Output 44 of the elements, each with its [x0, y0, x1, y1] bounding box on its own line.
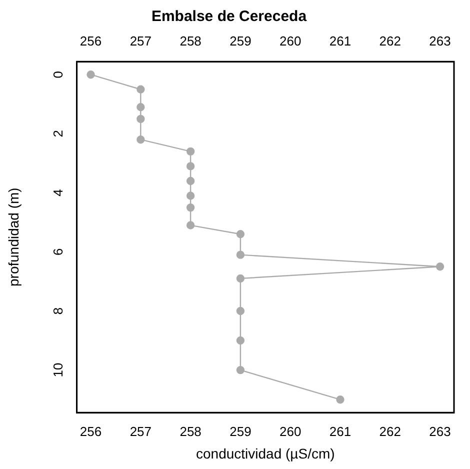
- point: [136, 114, 145, 124]
- x-tick-label: 257: [130, 424, 152, 439]
- x-tick-label: 263: [429, 424, 451, 439]
- x2-tick-label: 258: [180, 33, 202, 48]
- point: [236, 250, 245, 259]
- x-tick-label: 261: [329, 424, 352, 439]
- point: [186, 176, 195, 186]
- y-tick-label: 6: [50, 248, 66, 256]
- x2-tick-label: 262: [379, 33, 401, 48]
- point: [186, 192, 195, 200]
- point: [186, 162, 195, 170]
- point: [436, 262, 444, 271]
- point: [186, 147, 195, 156]
- x-tick-label: 256: [80, 424, 102, 439]
- y-tick-label: 10: [50, 362, 66, 378]
- x2-tick-label: 263: [429, 33, 451, 48]
- chart-title: Embalse de Cereceda: [151, 8, 308, 26]
- x-tick-label: 260: [279, 424, 302, 439]
- point: [336, 396, 344, 404]
- point: [236, 274, 245, 283]
- x2-tick-label: 259: [230, 33, 252, 48]
- x2-tick-label: 261: [329, 33, 352, 48]
- x2-tick-label: 256: [80, 33, 102, 48]
- y-tick-label: 4: [50, 189, 66, 196]
- x-tick-label: 258: [180, 424, 202, 439]
- point: [136, 85, 145, 94]
- y-tick-label: 8: [50, 307, 66, 315]
- point: [136, 103, 145, 112]
- y-axis-title: profundidad (m): [5, 188, 22, 287]
- point: [236, 230, 245, 238]
- x2-tick-label: 257: [130, 33, 152, 48]
- x-axis-title: conductividad (µS/cm): [196, 445, 335, 462]
- x-tick-label: 262: [379, 424, 401, 439]
- point: [136, 136, 145, 144]
- point: [186, 221, 195, 230]
- y-tick-label: 2: [50, 130, 66, 138]
- y-tick-label: 0: [50, 70, 66, 78]
- point: [236, 306, 245, 316]
- point: [86, 70, 95, 79]
- point: [236, 366, 245, 374]
- x-tick-label: 259: [230, 424, 252, 439]
- point: [236, 336, 245, 345]
- point: [186, 203, 195, 212]
- x2-tick-label: 260: [279, 33, 302, 48]
